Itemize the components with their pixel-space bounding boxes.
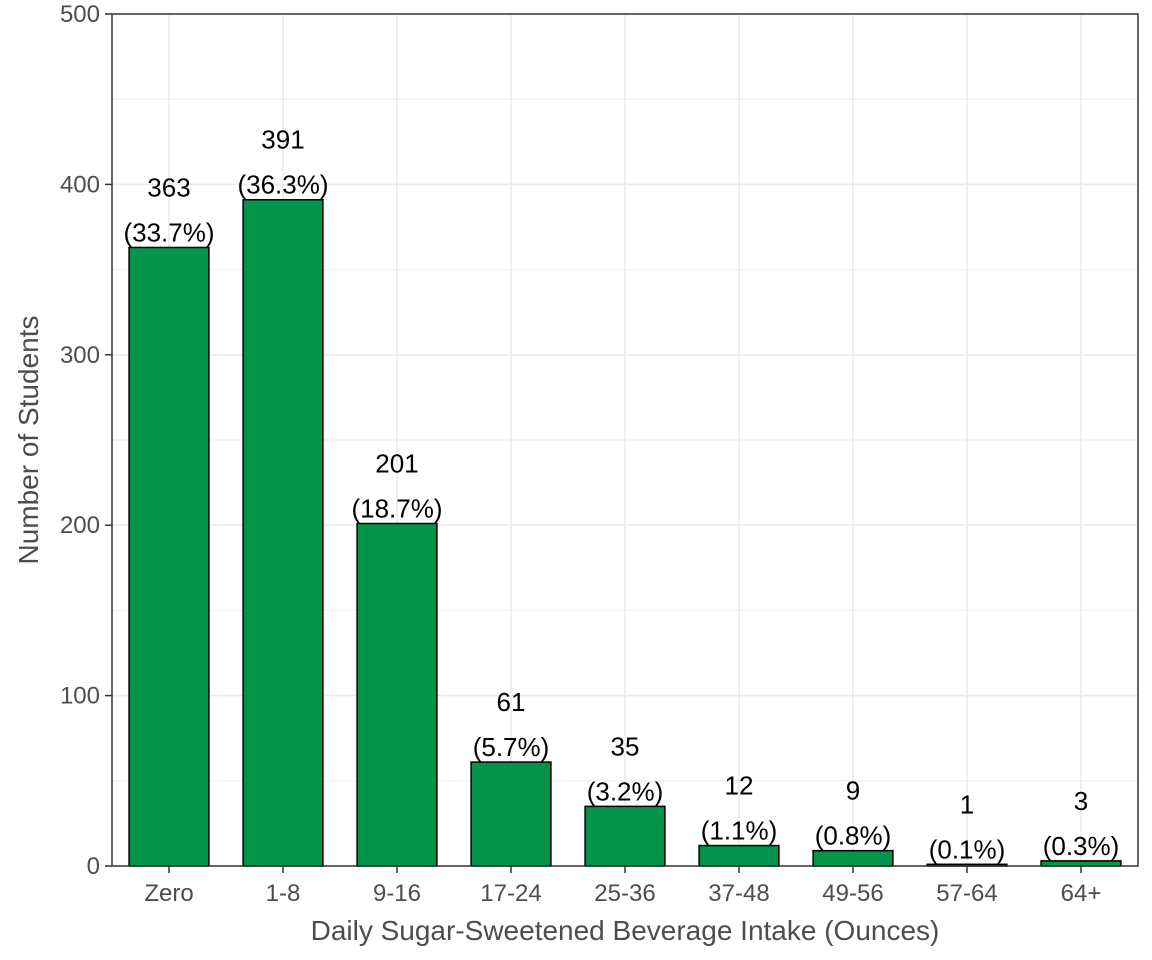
bar-count-label: 1 <box>960 789 974 819</box>
bar-percent-label: (0.8%) <box>815 821 892 851</box>
bar-count-label: 9 <box>846 776 860 806</box>
bar-count-label: 363 <box>147 172 190 202</box>
bars <box>128 198 1122 867</box>
x-tick-label: 49-56 <box>822 880 883 907</box>
bar-count-label: 35 <box>611 731 640 761</box>
x-tick-label: 17-24 <box>480 880 541 907</box>
bar-percent-label: (5.7%) <box>473 732 550 762</box>
y-tick-label: 200 <box>60 512 100 539</box>
bar-count-label: 61 <box>497 687 526 717</box>
x-axis: Zero 1-8 9-16 17-24 25-36 37-48 49-56 57-64 64+ <box>144 866 1101 907</box>
bar-count-label: 391 <box>261 125 304 155</box>
bar-count-label: 12 <box>725 771 754 801</box>
y-tick-label: 300 <box>60 342 100 369</box>
x-tick-label: 37-48 <box>708 880 769 907</box>
x-tick-label: 9-16 <box>373 880 421 907</box>
y-tick-label: 0 <box>87 853 100 880</box>
bar-percent-label: (3.2%) <box>587 776 664 806</box>
bar-percent-label: (33.7%) <box>123 217 214 247</box>
bar-count-label: 201 <box>375 448 418 478</box>
x-tick-label: Zero <box>144 880 193 907</box>
bar-37-48 <box>698 844 780 867</box>
x-tick-label: 1-8 <box>266 880 301 907</box>
bar-49-56 <box>812 849 894 867</box>
y-axis-title: Number of Students <box>13 315 44 564</box>
bar-count-label: 3 <box>1074 786 1088 816</box>
x-tick-label: 25-36 <box>594 880 655 907</box>
x-tick-label: 64+ <box>1061 880 1102 907</box>
bar-1-8 <box>242 198 324 867</box>
x-axis-title: Daily Sugar-Sweetened Beverage Intake (O… <box>311 915 940 946</box>
x-tick-label: 57-64 <box>936 880 997 907</box>
bar-Zero <box>128 246 210 867</box>
bar-percent-label: (36.3%) <box>237 170 328 200</box>
bar-25-36 <box>584 805 666 867</box>
y-tick-label: 500 <box>60 1 100 28</box>
bar-percent-label: (0.1%) <box>929 834 1006 864</box>
bar-64+ <box>1040 860 1122 867</box>
bar-percent-label: (0.3%) <box>1043 831 1120 861</box>
bar-17-24 <box>470 761 552 867</box>
y-tick-label: 100 <box>60 683 100 710</box>
bar-9-16 <box>356 522 438 867</box>
bar-labels: 363(33.7%)391(36.3%)201(18.7%)61(5.7%) 35… <box>123 125 1119 865</box>
y-axis: 0 100 200 300 400 500 <box>60 1 112 880</box>
bar-percent-label: (1.1%) <box>701 816 778 846</box>
y-tick-label: 400 <box>60 171 100 198</box>
bar-percent-label: (18.7%) <box>351 493 442 523</box>
